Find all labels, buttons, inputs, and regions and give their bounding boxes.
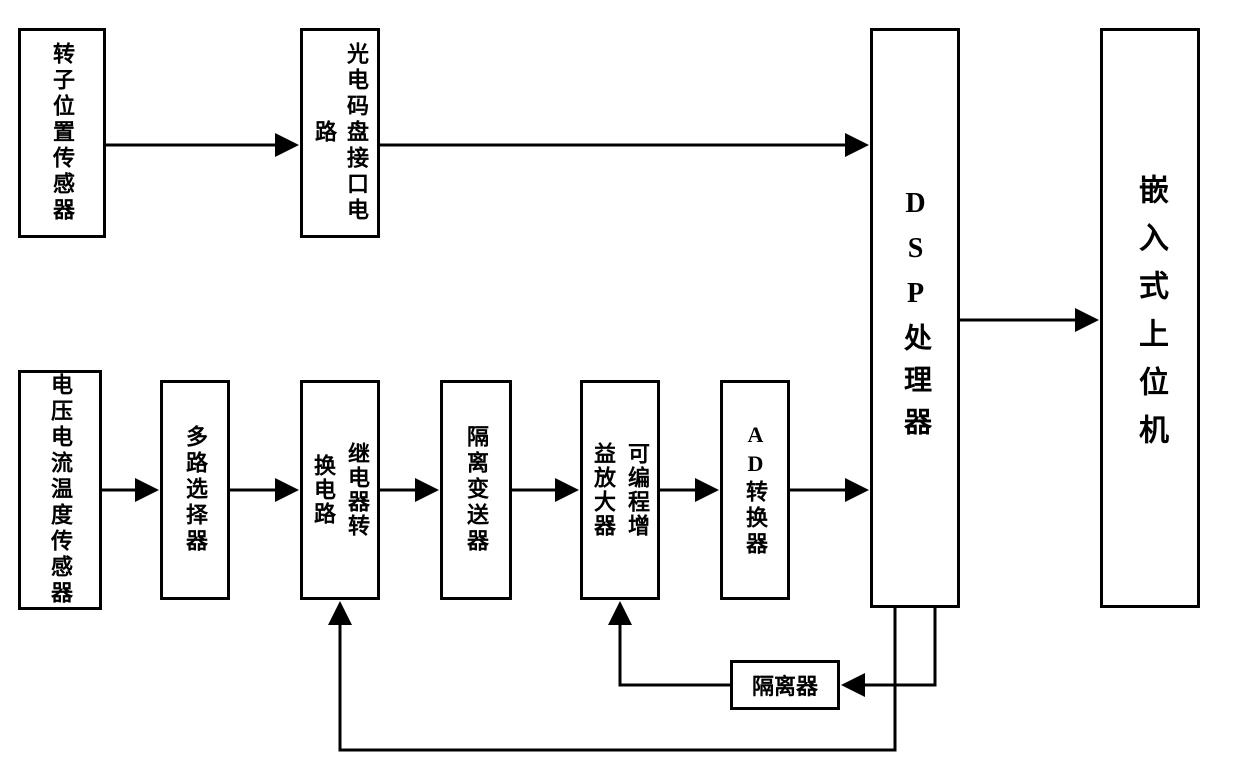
relay-label-1: 继电器转	[341, 442, 373, 538]
iso-xmit-label: 隔离变送器	[460, 425, 492, 555]
vit-sensor-label: 电压电流温度传感器	[44, 373, 76, 607]
edge-dsp-isolator	[844, 608, 935, 685]
mux-node: 多路选择器	[160, 380, 230, 600]
pga-node: 益放大器 可编程增	[580, 380, 660, 600]
host-label: 嵌入式上位机	[1128, 174, 1172, 462]
relay-label-2: 换电路	[307, 442, 339, 538]
host-node: 嵌入式上位机	[1100, 28, 1200, 608]
pga-label-2: 益放大器	[587, 442, 619, 538]
encoder-interface-label: 光电码盘接口电路	[308, 31, 372, 235]
mux-label: 多路选择器	[179, 425, 211, 555]
pga-label-1: 可编程增	[621, 442, 653, 538]
rotor-sensor-label: 转子位置传感器	[46, 42, 78, 224]
encoder-interface-node: 光电码盘接口电路	[300, 28, 380, 238]
rotor-sensor-node: 转子位置传感器	[18, 28, 106, 238]
isolator-label: 隔离器	[752, 669, 818, 701]
dsp-node: DSP处理器	[870, 28, 960, 608]
adc-label: AD转换器	[739, 422, 771, 558]
relay-node: 换电路 继电器转	[300, 380, 380, 600]
vit-sensor-node: 电压电流温度传感器	[18, 370, 102, 610]
adc-node: AD转换器	[720, 380, 790, 600]
isolator-node: 隔离器	[730, 660, 840, 710]
edge-isolator-pga	[620, 604, 730, 685]
iso-xmit-node: 隔离变送器	[440, 380, 512, 600]
dsp-label: DSP处理器	[895, 188, 935, 449]
